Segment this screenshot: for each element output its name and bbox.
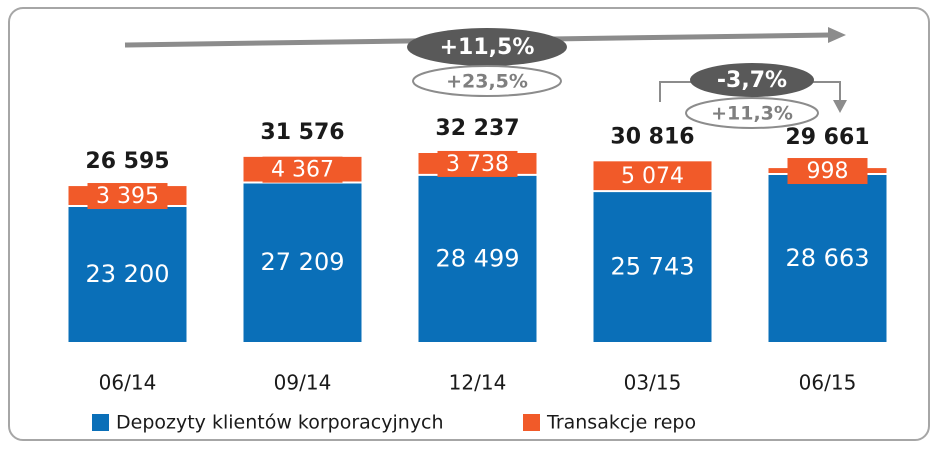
bar-segment — [593, 191, 712, 342]
value-label: 3 395 — [96, 184, 159, 209]
value-label: 998 — [807, 159, 849, 184]
value-label: 4 367 — [271, 158, 334, 183]
value-label: 3 738 — [446, 152, 509, 177]
x-tick-label: 06/14 — [99, 371, 157, 395]
annotation: -3,7% — [717, 68, 787, 93]
x-tick-label: 09/14 — [274, 371, 332, 395]
label-bg — [437, 150, 518, 177]
legend-swatch — [92, 414, 109, 431]
x-tick-label: 03/15 — [624, 371, 682, 395]
badge — [690, 63, 814, 97]
value-label: 23 200 — [86, 260, 170, 288]
arrow-head — [828, 27, 846, 43]
frame — [8, 7, 930, 441]
total-label: 31 576 — [260, 120, 344, 145]
value-label: 28 663 — [786, 244, 870, 272]
total-label: 26 595 — [85, 149, 169, 174]
x-tick-label: 12/14 — [449, 371, 507, 395]
badge — [407, 28, 567, 66]
label-bg — [87, 183, 168, 210]
badge — [685, 97, 819, 129]
label-bg — [612, 163, 693, 190]
label-bg — [787, 158, 868, 185]
total-label: 30 816 — [610, 124, 694, 149]
value-label: 5 074 — [621, 164, 684, 189]
bar-segment — [768, 173, 887, 342]
legend-label: Depozyty klientów korporacyjnych — [116, 412, 444, 434]
value-label: 28 499 — [436, 244, 520, 272]
label-bg — [262, 156, 343, 183]
arrow-head — [833, 100, 847, 113]
annotation: +11,5% — [440, 35, 535, 60]
x-tick-label: 06/15 — [799, 371, 857, 395]
total-label: 32 237 — [435, 116, 519, 141]
annotation: +23,5% — [446, 71, 528, 93]
total-label: 29 661 — [785, 125, 869, 150]
bar-segment — [68, 205, 187, 342]
legend-swatch — [523, 414, 540, 431]
legend-label: Transakcje repo — [546, 412, 696, 434]
value-label: 25 743 — [611, 253, 695, 281]
value-label: 27 209 — [261, 248, 345, 276]
bar-segment — [418, 174, 537, 342]
badge — [412, 65, 562, 97]
bar-segment — [243, 182, 362, 342]
annotation: +11,3% — [711, 103, 793, 125]
